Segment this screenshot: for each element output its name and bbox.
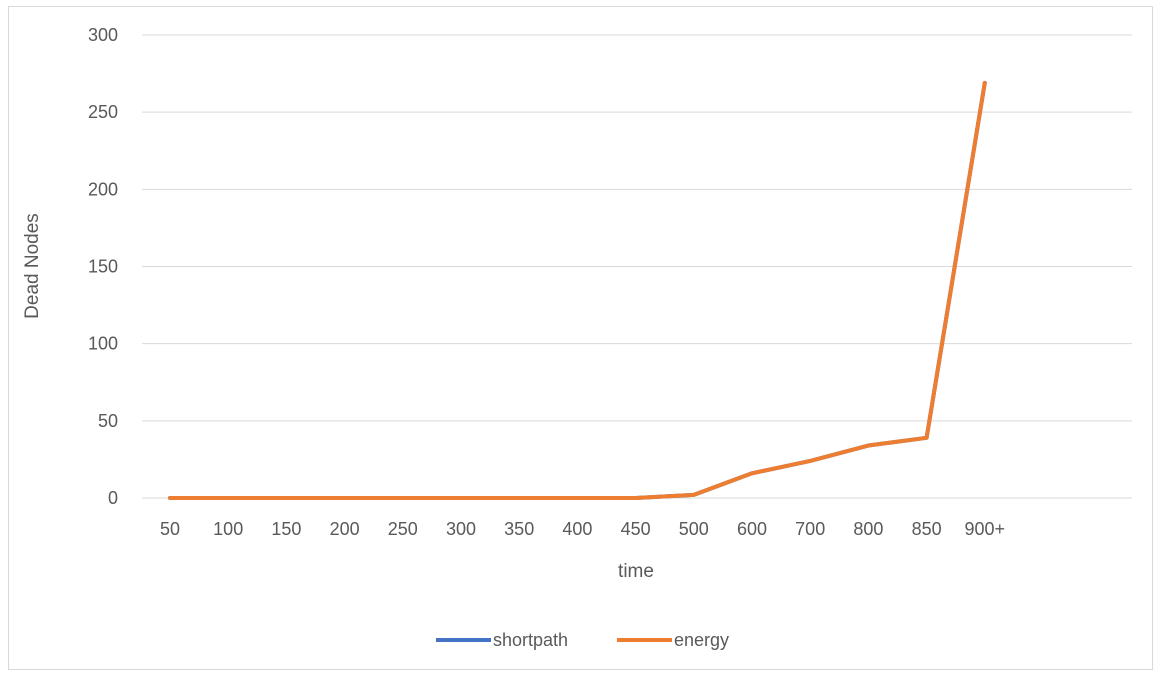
legend: shortpath energy: [436, 630, 729, 650]
x-tick-label: 350: [504, 519, 534, 539]
y-tick-label: 200: [88, 179, 118, 199]
x-tick-label: 250: [388, 519, 418, 539]
x-tick-label: 800: [853, 519, 883, 539]
x-tick-label: 50: [160, 519, 180, 539]
x-tick-label: 200: [330, 519, 360, 539]
x-tick-label: 150: [271, 519, 301, 539]
x-tick-label: 850: [912, 519, 942, 539]
x-tick-label: 700: [795, 519, 825, 539]
chart-frame: [8, 6, 1153, 670]
x-tick-label: 300: [446, 519, 476, 539]
y-tick-label: 300: [88, 25, 118, 45]
x-tick-label: 100: [213, 519, 243, 539]
series-lines: [168, 80, 987, 500]
y-axis-ticks: 0 50 100 150 200 250 300: [88, 25, 118, 508]
y-tick-label: 250: [88, 102, 118, 122]
x-tick-label: 600: [737, 519, 767, 539]
x-tick-label: 500: [679, 519, 709, 539]
y-tick-label: 150: [88, 257, 118, 277]
y-tick-label: 0: [108, 488, 118, 508]
x-axis-title: time: [618, 561, 654, 582]
series-line-shortpath: [168, 80, 987, 500]
series-line-energy: [168, 80, 987, 500]
x-axis-ticks: 50 100 150 200 250 300 350 400 450 500 600 700 800 85…: [160, 519, 1005, 539]
y-tick-label: 50: [98, 411, 118, 431]
y-tick-label: 100: [88, 334, 118, 354]
y-axis-title: Dead Nodes: [22, 213, 43, 319]
x-tick-label: 450: [621, 519, 651, 539]
legend-label-shortpath: shortpath: [493, 630, 568, 650]
legend-label-energy: energy: [674, 630, 729, 650]
gridlines: [142, 34, 1132, 499]
x-tick-label: 400: [562, 519, 592, 539]
x-tick-label: 900+: [965, 519, 1006, 539]
